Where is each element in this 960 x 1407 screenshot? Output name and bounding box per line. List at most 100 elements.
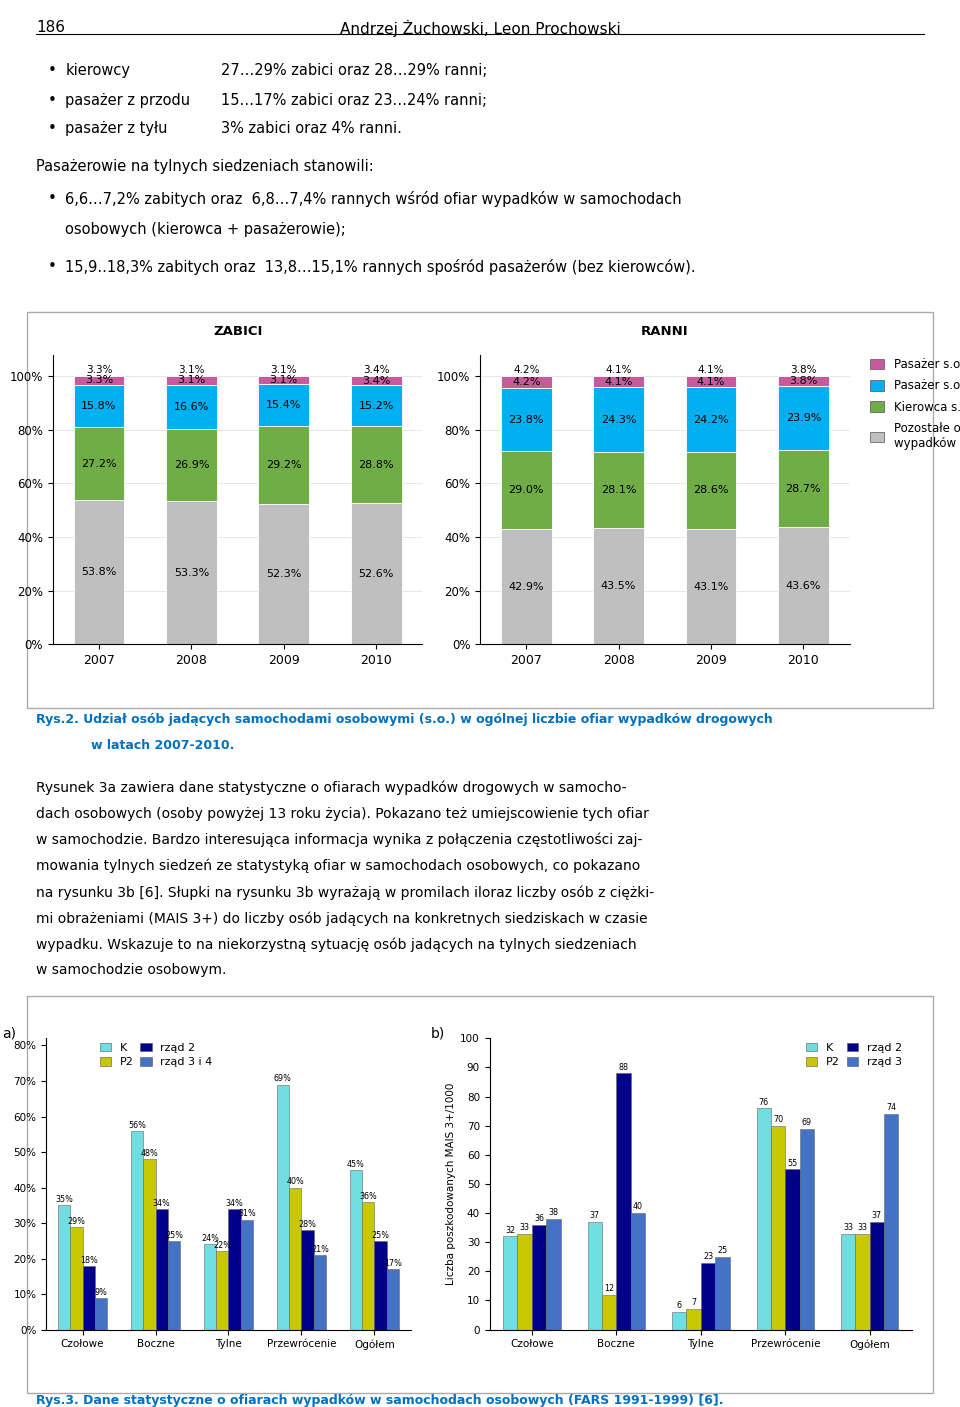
- Text: 88: 88: [618, 1062, 629, 1072]
- Text: 33: 33: [519, 1223, 530, 1231]
- Text: •: •: [48, 259, 57, 274]
- Text: 27…29% zabici oraz 28…29% ranni;: 27…29% zabici oraz 28…29% ranni;: [221, 63, 487, 79]
- Text: w samochodzie. Bardzo interesująca informacja wynika z połączenia częstotliwości: w samochodzie. Bardzo interesująca infor…: [36, 833, 643, 847]
- Text: 3% zabici oraz 4% ranni.: 3% zabici oraz 4% ranni.: [221, 121, 401, 136]
- Bar: [258, 384, 309, 426]
- Bar: [602, 1294, 616, 1330]
- Text: pasażer z przodu: pasażer z przodu: [65, 93, 190, 108]
- Bar: [884, 1114, 899, 1330]
- Text: 24.2%: 24.2%: [693, 415, 729, 425]
- Legend: K, P2, rząd 2, rząd 3 i 4: K, P2, rząd 2, rząd 3 i 4: [95, 1038, 217, 1072]
- Text: 3.3%: 3.3%: [84, 376, 113, 386]
- Bar: [800, 1128, 814, 1330]
- Text: 25%: 25%: [372, 1231, 390, 1240]
- Text: mowania tylnych siedzeń ze statystyką ofiar w samochodach osobowych, co pokazano: mowania tylnych siedzeń ze statystyką of…: [36, 858, 640, 874]
- Text: 26.9%: 26.9%: [174, 460, 209, 470]
- Text: 27.2%: 27.2%: [82, 459, 117, 469]
- Bar: [685, 376, 736, 387]
- Text: 6,6…7,2% zabitych oraz  6,8…7,4% rannych wśród ofiar wypadków w samochodach: 6,6…7,2% zabitych oraz 6,8…7,4% rannych …: [65, 191, 682, 207]
- Text: 76: 76: [758, 1097, 769, 1106]
- Bar: [685, 452, 736, 529]
- Bar: [517, 1234, 532, 1330]
- Bar: [204, 1244, 216, 1330]
- Text: 33: 33: [857, 1223, 868, 1231]
- Bar: [350, 376, 401, 386]
- Text: 15…17% zabici oraz 23…24% ranni;: 15…17% zabici oraz 23…24% ranni;: [221, 93, 487, 108]
- Bar: [387, 1269, 399, 1330]
- Text: 74: 74: [886, 1103, 897, 1113]
- Text: 52.6%: 52.6%: [358, 568, 394, 578]
- Bar: [241, 1220, 253, 1330]
- Bar: [216, 1251, 228, 1330]
- Bar: [258, 426, 309, 504]
- Text: na rysunku 3b [6]. Słupki na rysunku 3b wyrażają w promilach iloraz liczby osób : na rysunku 3b [6]. Słupki na rysunku 3b …: [36, 885, 655, 899]
- Text: •: •: [48, 93, 57, 108]
- Text: 29.2%: 29.2%: [266, 460, 301, 470]
- Text: w latach 2007-2010.: w latach 2007-2010.: [91, 739, 234, 751]
- Text: 56%: 56%: [128, 1120, 146, 1130]
- Bar: [546, 1218, 561, 1330]
- Text: 4.2%: 4.2%: [512, 377, 540, 387]
- Bar: [143, 1159, 156, 1330]
- Bar: [532, 1224, 546, 1330]
- Text: 25: 25: [717, 1247, 728, 1255]
- Text: Rys.2. Udział osób jadących samochodami osobowymi (s.o.) w ogólnej liczbie ofiar: Rys.2. Udział osób jadących samochodami …: [36, 713, 773, 726]
- Text: wypadku. Wskazuje to na niekorzystną sytuację osób jadących na tylnych siedzenia: wypadku. Wskazuje to na niekorzystną syt…: [36, 937, 637, 951]
- Bar: [74, 384, 125, 428]
- Bar: [503, 1237, 517, 1330]
- Bar: [501, 529, 552, 644]
- Text: w samochodzie osobowym.: w samochodzie osobowym.: [36, 962, 227, 976]
- Bar: [228, 1209, 241, 1330]
- Text: 4.1%: 4.1%: [605, 377, 633, 387]
- Bar: [785, 1169, 800, 1330]
- Y-axis label: Liczba poszkodowanych MAIS 3+/1000: Liczba poszkodowanych MAIS 3+/1000: [446, 1083, 456, 1285]
- Text: 22%: 22%: [213, 1241, 231, 1251]
- Text: 12: 12: [604, 1285, 614, 1293]
- Bar: [131, 1131, 143, 1330]
- Bar: [314, 1255, 326, 1330]
- Text: 23.9%: 23.9%: [785, 414, 821, 424]
- Text: 23.8%: 23.8%: [509, 415, 544, 425]
- Text: 15.4%: 15.4%: [266, 400, 301, 409]
- Text: 4.2%: 4.2%: [513, 364, 540, 374]
- Bar: [778, 528, 828, 644]
- Text: 24%: 24%: [201, 1234, 219, 1244]
- Bar: [74, 376, 125, 384]
- Bar: [58, 1206, 70, 1330]
- Text: 4.1%: 4.1%: [606, 364, 632, 374]
- Text: 6: 6: [677, 1301, 682, 1310]
- Bar: [778, 387, 828, 450]
- Text: 3.3%: 3.3%: [85, 364, 112, 374]
- Bar: [156, 1209, 168, 1330]
- Text: 7: 7: [691, 1299, 696, 1307]
- Text: 3.1%: 3.1%: [179, 364, 204, 374]
- Text: 21%: 21%: [311, 1245, 329, 1254]
- Text: 18%: 18%: [80, 1255, 98, 1265]
- Text: •: •: [48, 121, 57, 136]
- Text: dach osobowych (osoby powyżej 13 roku życia). Pokazano też umiejscowienie tych o: dach osobowych (osoby powyżej 13 roku ży…: [36, 808, 649, 820]
- Bar: [756, 1109, 771, 1330]
- Text: 69: 69: [802, 1119, 812, 1127]
- Bar: [715, 1256, 730, 1330]
- Text: b): b): [430, 1027, 444, 1041]
- Text: 33: 33: [843, 1223, 853, 1231]
- Bar: [166, 501, 217, 644]
- Bar: [70, 1227, 83, 1330]
- Text: kierowcy: kierowcy: [65, 63, 131, 79]
- Bar: [258, 504, 309, 644]
- Text: 43.6%: 43.6%: [785, 581, 821, 591]
- Bar: [74, 428, 125, 499]
- Text: 186: 186: [36, 20, 65, 35]
- Text: 36%: 36%: [359, 1192, 377, 1200]
- Text: 15.2%: 15.2%: [358, 401, 394, 411]
- Text: 42.9%: 42.9%: [509, 582, 544, 592]
- Bar: [258, 376, 309, 384]
- Bar: [166, 376, 217, 384]
- Text: 9%: 9%: [95, 1287, 108, 1297]
- Text: 15.8%: 15.8%: [82, 401, 117, 411]
- Text: 3.1%: 3.1%: [271, 364, 297, 374]
- Text: •: •: [48, 63, 57, 79]
- Bar: [349, 1169, 362, 1330]
- Bar: [855, 1234, 870, 1330]
- Text: 4.1%: 4.1%: [697, 377, 725, 387]
